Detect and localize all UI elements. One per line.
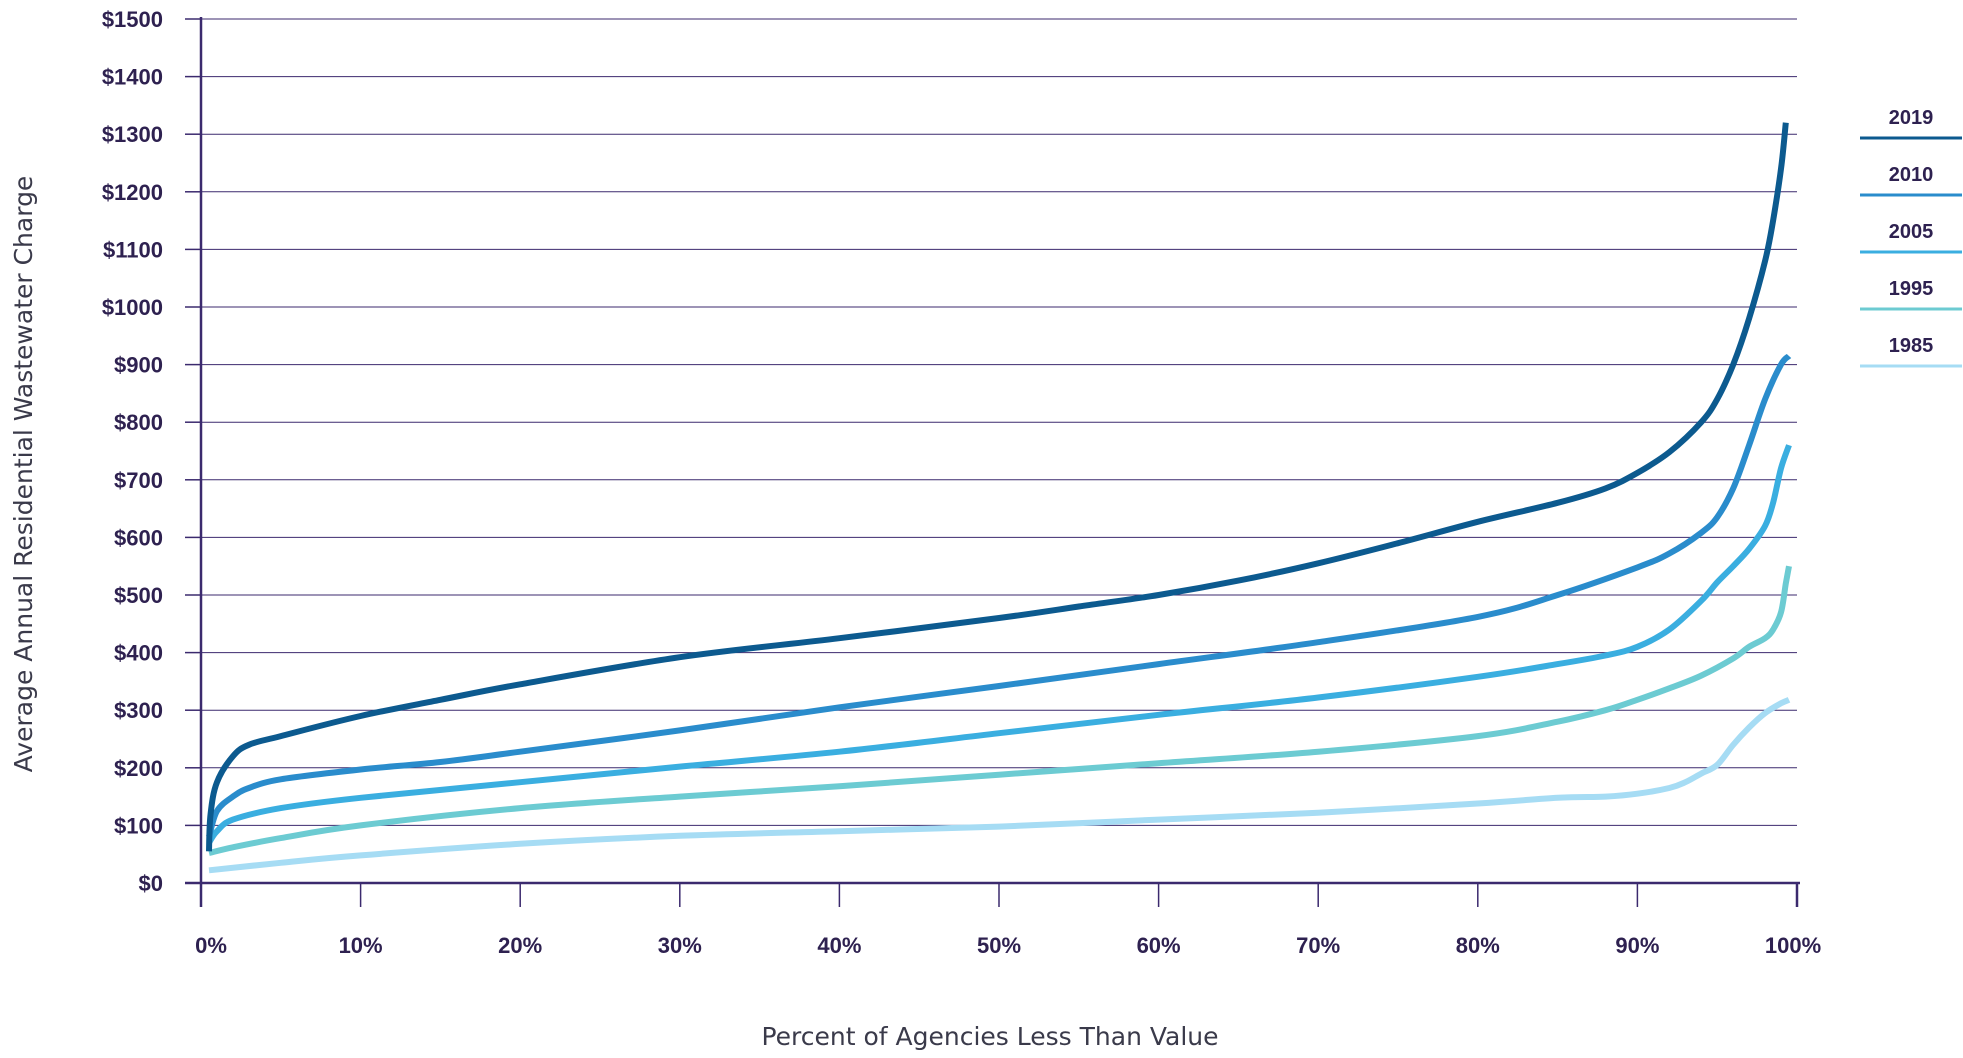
legend-label: 2019	[1889, 107, 1934, 129]
x-tick-label: 50%	[977, 933, 1021, 958]
legend-label: 2010	[1889, 164, 1934, 186]
legend-label: 1985	[1889, 335, 1934, 357]
series-line-1995	[208, 565, 1792, 856]
series-line-2019	[206, 122, 1789, 852]
y-tick-label: $1000	[102, 295, 163, 320]
y-tick-label: $400	[114, 641, 163, 666]
x-tick-label: 40%	[817, 933, 861, 958]
axes	[185, 17, 1800, 907]
y-axis-title: Average Annual Residential Wastewater Ch…	[9, 176, 38, 773]
x-tick-label: 100%	[1765, 933, 1821, 958]
x-tick-label: 70%	[1296, 933, 1340, 958]
y-tick-label: $1100	[103, 237, 163, 262]
y-tick-label: $100	[114, 813, 163, 838]
x-tick-label: 80%	[1456, 933, 1500, 958]
legend: 2019 2010 2005 1995 1985	[1860, 107, 1962, 368]
gridlines	[201, 18, 1797, 826]
series-lines	[206, 122, 1792, 874]
x-tick-label: 90%	[1615, 933, 1659, 958]
x-tick-label: 0%	[195, 933, 227, 958]
series-line-2005	[206, 444, 1792, 845]
y-tick-label: $500	[114, 583, 163, 608]
y-tick-label: $0	[139, 871, 163, 896]
x-tick-label: 30%	[658, 933, 702, 958]
x-tick-labels: 0% 10% 20% 30% 40% 50% 60% 70% 80% 90% 100%	[195, 933, 1821, 958]
legend-label: 2005	[1889, 221, 1934, 243]
y-tick-label: $1400	[102, 65, 163, 90]
series-line-1985	[208, 697, 1791, 874]
series-line-2010	[206, 353, 1792, 838]
x-tick-label: 20%	[498, 933, 542, 958]
y-tick-label: $700	[114, 468, 163, 493]
y-tick-label: $1300	[102, 122, 163, 147]
x-tick-label: 10%	[339, 933, 383, 958]
y-tick-label: $300	[114, 698, 163, 723]
y-tick-label: $600	[114, 525, 163, 550]
y-tick-label: $1500	[102, 7, 163, 32]
legend-label: 1995	[1889, 278, 1934, 300]
x-tick-label: 60%	[1137, 933, 1181, 958]
y-tick-label: $800	[114, 410, 163, 435]
x-axis-title: Percent of Agencies Less Than Value	[761, 1022, 1218, 1051]
y-tick-label: $1200	[102, 180, 163, 205]
y-tick-label: $900	[114, 353, 163, 378]
y-tick-labels: $0 $100 $200 $300 $400 $500 $600 $700 $800 $900 $1…	[102, 7, 163, 896]
y-tick-label: $200	[114, 756, 163, 781]
